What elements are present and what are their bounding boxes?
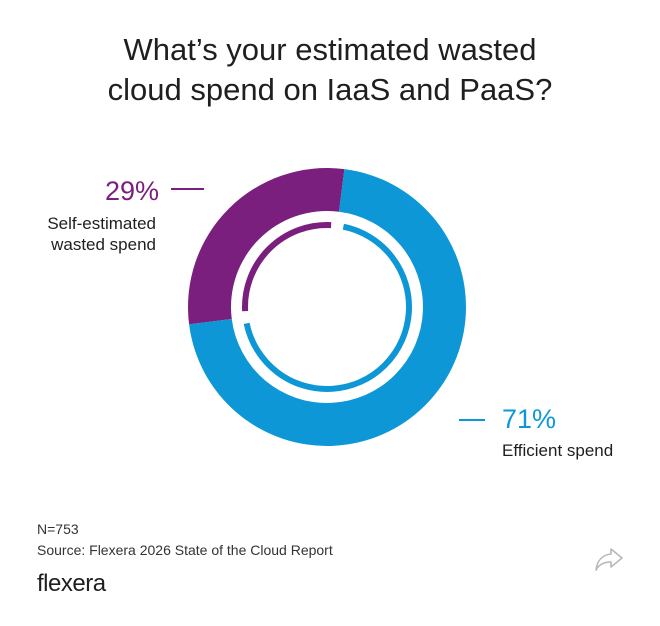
chart-title-line-2: cloud spend on IaaS and PaaS? (107, 72, 553, 107)
chart-title: What’s your estimated wasted cloud spend… (0, 30, 660, 110)
share-arrow-icon[interactable] (594, 546, 624, 572)
sample-size-note: N=753 (37, 521, 79, 537)
wasted-spend-label-line-2: wasted spend (51, 235, 156, 254)
source-note: Source: Flexera 2026 State of the Cloud … (37, 542, 333, 558)
slice-efficient-spend (189, 169, 466, 446)
flexera-logo: flexera (37, 570, 106, 597)
efficient-spend-category-label: Efficient spend (502, 440, 613, 461)
inner-ring-efficient-spend (243, 223, 412, 392)
wasted-spend-value-label: 29% (105, 176, 160, 206)
wasted-spend-label-line-1: Self-estimated (47, 214, 156, 233)
slice-wasted-spend (188, 168, 345, 325)
wasted-spend-leader-line (171, 188, 204, 190)
wasted-spend-category-label: Self-estimated wasted spend (38, 213, 156, 255)
chart-title-line-1: What’s your estimated wasted (123, 32, 537, 67)
efficient-spend-value-label: 71% (502, 404, 557, 434)
inner-ring-wasted-spend (242, 222, 332, 312)
efficient-spend-leader-line (459, 419, 485, 421)
efficient-spend-label-line-1: Efficient spend (502, 441, 614, 460)
